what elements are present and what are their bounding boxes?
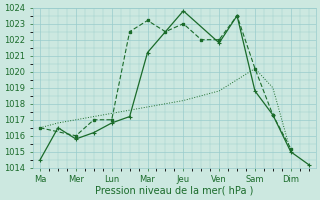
X-axis label: Pression niveau de la mer( hPa ): Pression niveau de la mer( hPa ) — [95, 186, 253, 196]
